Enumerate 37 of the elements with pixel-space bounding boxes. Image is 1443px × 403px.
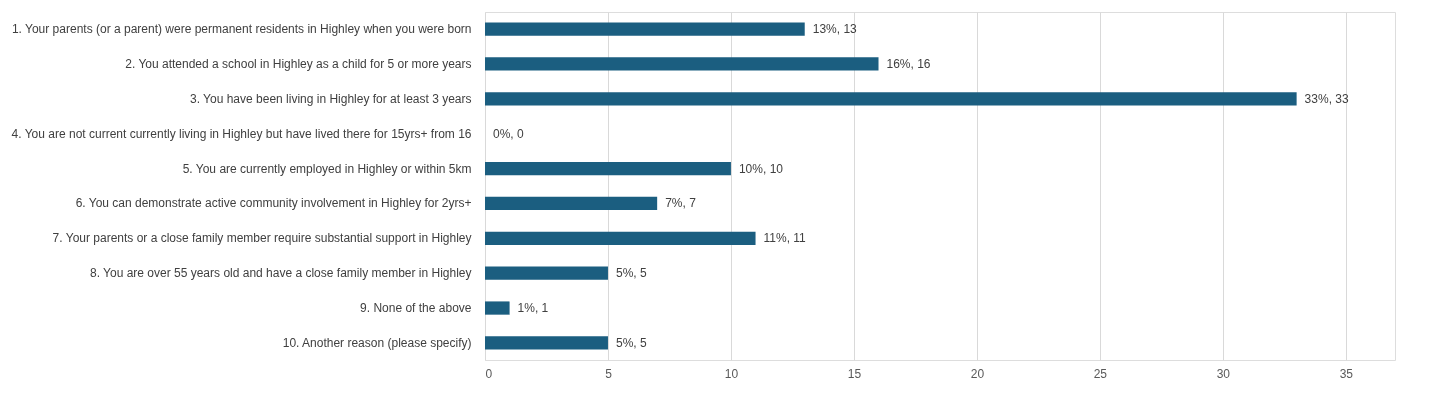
x-tick-label: 35: [1339, 366, 1354, 381]
bar: [485, 22, 805, 36]
data-label: 13%, 13: [812, 22, 858, 37]
bar: [485, 301, 510, 315]
data-label: 11%, 11: [763, 231, 807, 246]
bar: [485, 266, 608, 280]
x-tick-label: 25: [1093, 366, 1108, 381]
x-tick-label: 20: [970, 366, 985, 381]
y-tick-label: 4. You are not current currently living in Highley but have lived there for 15yrs+ from 16: [11, 126, 472, 141]
y-tick-label: 6. You can demonstrate active community involvement in Highley for 2yrs+: [75, 196, 472, 211]
x-tick-label: 0: [485, 366, 493, 381]
data-label: 10%, 10: [738, 161, 784, 176]
y-tick-label: 2. You attended a school in Highley as a child for 5 or more years: [125, 56, 472, 71]
bar: [485, 92, 1297, 106]
y-tick-label: 10. Another reason (please specify): [282, 335, 472, 350]
y-tick-label: 5. You are currently employed in Highley or within 5km: [182, 161, 472, 176]
y-tick-label: 7. Your parents or a close family member require substantial support in Highley: [52, 231, 472, 246]
data-label: 7%, 7: [665, 196, 697, 211]
data-label: 16%, 16: [886, 56, 931, 71]
y-tick-label: 9. None of the above: [360, 301, 472, 316]
data-label: 33%, 33: [1304, 91, 1349, 106]
x-tick-label: 15: [847, 366, 862, 381]
y-tick-label: 3. You have been living in Highley for at least 3 years: [189, 91, 472, 106]
y-tick-label: 8. You are over 55 years old and have a close family member in Highley: [89, 266, 472, 281]
data-label: 0%, 0: [493, 126, 525, 141]
x-tick-label: 30: [1216, 366, 1231, 381]
bar: [485, 57, 879, 71]
y-tick-label: 1. Your parents (or a parent) were permanent residents in Highley when you were born: [11, 22, 472, 37]
data-label: 1%, 1: [517, 301, 549, 316]
x-tick-label: 5: [605, 366, 613, 381]
bar: [485, 196, 658, 211]
x-tick-label: 10: [724, 366, 739, 381]
bar: [485, 161, 731, 176]
data-label: 5%, 5: [615, 266, 647, 281]
bar: [485, 336, 608, 350]
data-label: 5%, 5: [615, 335, 647, 350]
bar: [485, 231, 756, 245]
